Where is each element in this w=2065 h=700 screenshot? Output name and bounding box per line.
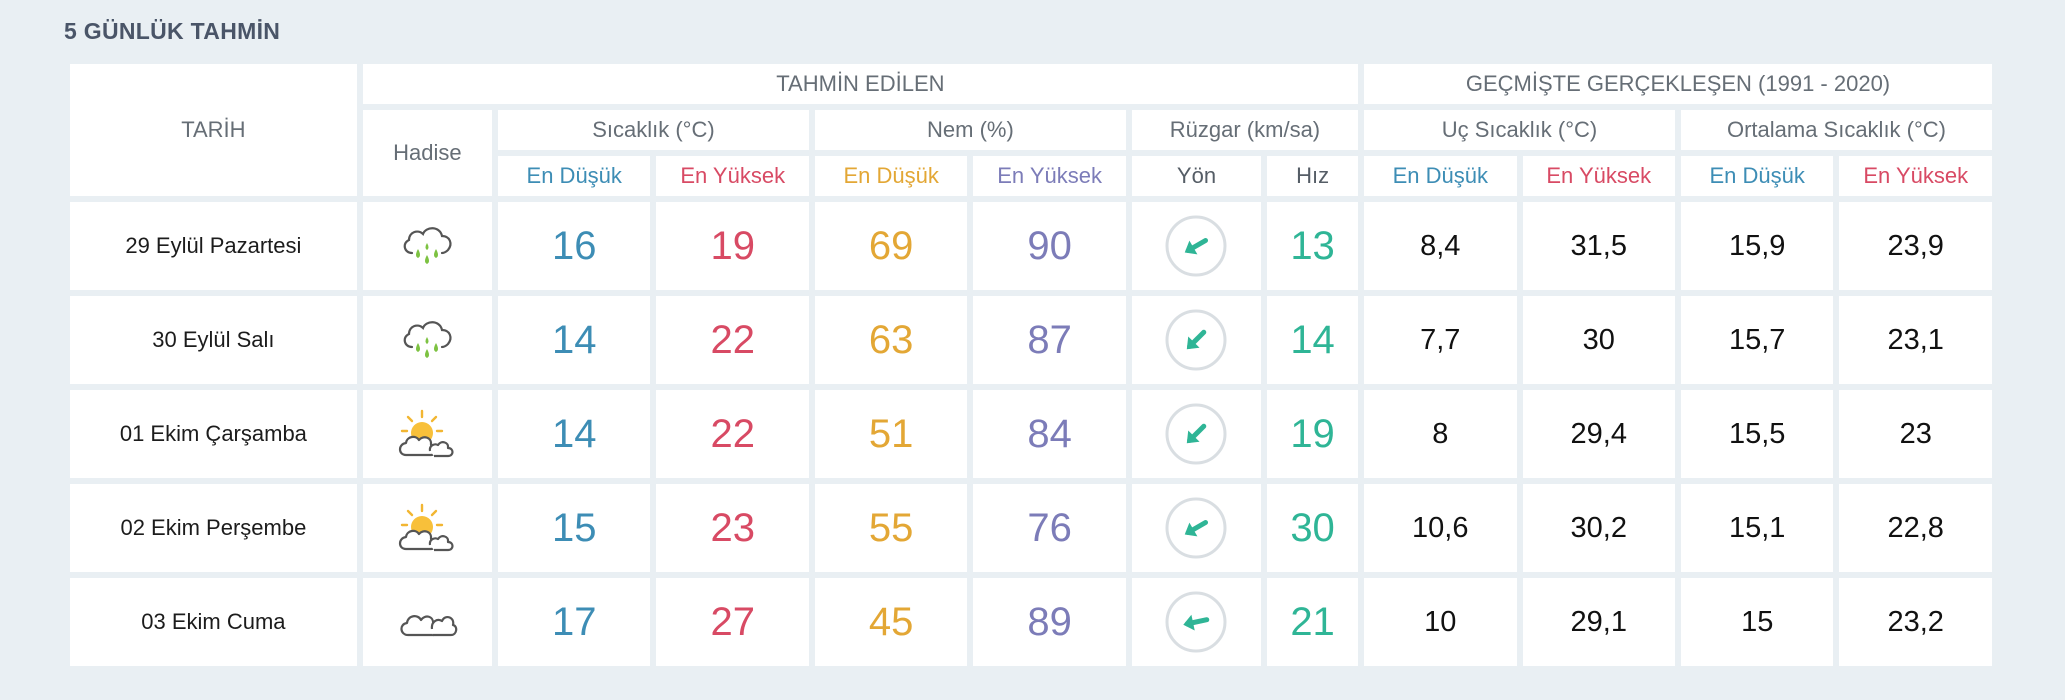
uc-min-cell: 10 bbox=[1364, 578, 1517, 666]
hadise-cell bbox=[362, 390, 492, 478]
table-row: 29 Eylül Pazartesi 16 19 69 90 13 8,4 31… bbox=[70, 202, 1992, 290]
section-title: 5 GÜNLÜK TAHMİN bbox=[64, 18, 281, 44]
uc-min-cell: 7,7 bbox=[1364, 296, 1517, 384]
wind-speed-cell: 21 bbox=[1267, 578, 1359, 666]
temp-min-cell: 14 bbox=[498, 390, 651, 478]
header-uc-min: En Düşük bbox=[1364, 156, 1517, 196]
forecast-table: TARİH TAHMİN EDİLEN GEÇMİŞTE GERÇEKLEŞEN… bbox=[64, 58, 1998, 672]
uc-max-cell: 29,4 bbox=[1522, 390, 1675, 478]
wind-dir-cell bbox=[1131, 578, 1262, 666]
hum-max-cell: 90 bbox=[973, 202, 1126, 290]
date-cell: 02 Ekim Perşembe bbox=[70, 484, 357, 572]
temp-max-cell: 27 bbox=[656, 578, 809, 666]
ort-min-cell: 15,7 bbox=[1680, 296, 1834, 384]
ort-max-cell: 23,1 bbox=[1839, 296, 1992, 384]
header-ortalama-sicaklik: Ortalama Sıcaklık (°C) bbox=[1680, 110, 1992, 150]
table-row: 01 Ekim Çarşamba 14 22 51 84 19 8 29,4 1… bbox=[70, 390, 1992, 478]
header-hum-min: En Düşük bbox=[814, 156, 968, 196]
uc-min-cell: 8,4 bbox=[1364, 202, 1517, 290]
partly-cloudy-icon bbox=[396, 501, 458, 555]
ort-min-cell: 15,9 bbox=[1680, 202, 1834, 290]
wind-speed-cell: 14 bbox=[1267, 296, 1359, 384]
temp-max-cell: 19 bbox=[656, 202, 809, 290]
cloud-icon bbox=[396, 595, 458, 649]
uc-max-cell: 29,1 bbox=[1522, 578, 1675, 666]
uc-max-cell: 30 bbox=[1522, 296, 1675, 384]
header-uc-max: En Yüksek bbox=[1522, 156, 1675, 196]
partly-cloudy-icon bbox=[396, 407, 458, 461]
temp-min-cell: 14 bbox=[498, 296, 651, 384]
header-temp-max: En Yüksek bbox=[656, 156, 809, 196]
hum-max-cell: 76 bbox=[973, 484, 1126, 572]
rain-cloud-icon bbox=[396, 313, 458, 367]
hadise-cell bbox=[362, 484, 492, 572]
header-tahmin-edilen: TAHMİN EDİLEN bbox=[362, 64, 1359, 104]
hum-min-cell: 69 bbox=[814, 202, 968, 290]
header-hum-max: En Yüksek bbox=[973, 156, 1126, 196]
header-gecmiste: GEÇMİŞTE GERÇEKLEŞEN (1991 - 2020) bbox=[1364, 64, 1992, 104]
hum-min-cell: 51 bbox=[814, 390, 968, 478]
table-row: 30 Eylül Salı 14 22 63 87 14 7,7 30 15,7… bbox=[70, 296, 1992, 384]
header-wind-speed: Hız bbox=[1267, 156, 1359, 196]
hadise-cell bbox=[362, 578, 492, 666]
ort-max-cell: 22,8 bbox=[1839, 484, 1992, 572]
hum-max-cell: 84 bbox=[973, 390, 1126, 478]
hum-min-cell: 63 bbox=[814, 296, 968, 384]
uc-min-cell: 10,6 bbox=[1364, 484, 1517, 572]
wind-direction-southwest-icon bbox=[1163, 213, 1229, 279]
header-wind-dir: Yön bbox=[1131, 156, 1262, 196]
header-sicaklik: Sıcaklık (°C) bbox=[498, 110, 809, 150]
header-uc-sicaklik: Uç Sıcaklık (°C) bbox=[1364, 110, 1675, 150]
ort-min-cell: 15,5 bbox=[1680, 390, 1834, 478]
hum-min-cell: 55 bbox=[814, 484, 968, 572]
uc-min-cell: 8 bbox=[1364, 390, 1517, 478]
rain-cloud-icon bbox=[396, 219, 458, 273]
wind-speed-cell: 19 bbox=[1267, 390, 1359, 478]
date-cell: 01 Ekim Çarşamba bbox=[70, 390, 357, 478]
header-ort-min: En Düşük bbox=[1680, 156, 1834, 196]
hadise-cell bbox=[362, 202, 492, 290]
temp-min-cell: 17 bbox=[498, 578, 651, 666]
temp-min-cell: 15 bbox=[498, 484, 651, 572]
wind-dir-cell bbox=[1131, 484, 1262, 572]
wind-direction-southwest-icon bbox=[1163, 307, 1229, 373]
ort-min-cell: 15,1 bbox=[1680, 484, 1834, 572]
temp-max-cell: 23 bbox=[656, 484, 809, 572]
header-ruzgar: Rüzgar (km/sa) bbox=[1131, 110, 1359, 150]
hum-min-cell: 45 bbox=[814, 578, 968, 666]
hum-max-cell: 89 bbox=[973, 578, 1126, 666]
date-cell: 30 Eylül Salı bbox=[70, 296, 357, 384]
temp-max-cell: 22 bbox=[656, 390, 809, 478]
ort-max-cell: 23,2 bbox=[1839, 578, 1992, 666]
wind-dir-cell bbox=[1131, 296, 1262, 384]
header-temp-min: En Düşük bbox=[498, 156, 651, 196]
ort-min-cell: 15 bbox=[1680, 578, 1834, 666]
header-hadise: Hadise bbox=[362, 110, 492, 196]
header-ort-max: En Yüksek bbox=[1839, 156, 1992, 196]
wind-speed-cell: 30 bbox=[1267, 484, 1359, 572]
table-row: 02 Ekim Perşembe 15 23 55 76 30 10,6 30,… bbox=[70, 484, 1992, 572]
hadise-cell bbox=[362, 296, 492, 384]
temp-max-cell: 22 bbox=[656, 296, 809, 384]
uc-max-cell: 30,2 bbox=[1522, 484, 1675, 572]
header-nem: Nem (%) bbox=[814, 110, 1126, 150]
wind-direction-southwest-icon bbox=[1163, 401, 1229, 467]
uc-max-cell: 31,5 bbox=[1522, 202, 1675, 290]
ort-max-cell: 23,9 bbox=[1839, 202, 1992, 290]
wind-direction-west-icon bbox=[1163, 589, 1229, 655]
wind-speed-cell: 13 bbox=[1267, 202, 1359, 290]
date-cell: 29 Eylül Pazartesi bbox=[70, 202, 357, 290]
wind-dir-cell bbox=[1131, 202, 1262, 290]
wind-dir-cell bbox=[1131, 390, 1262, 478]
wind-direction-southwest-icon bbox=[1163, 495, 1229, 561]
date-cell: 03 Ekim Cuma bbox=[70, 578, 357, 666]
ort-max-cell: 23 bbox=[1839, 390, 1992, 478]
table-row: 03 Ekim Cuma 17 27 45 89 21 10 29,1 15 2… bbox=[70, 578, 1992, 666]
header-tarih: TARİH bbox=[70, 64, 357, 196]
hum-max-cell: 87 bbox=[973, 296, 1126, 384]
temp-min-cell: 16 bbox=[498, 202, 651, 290]
